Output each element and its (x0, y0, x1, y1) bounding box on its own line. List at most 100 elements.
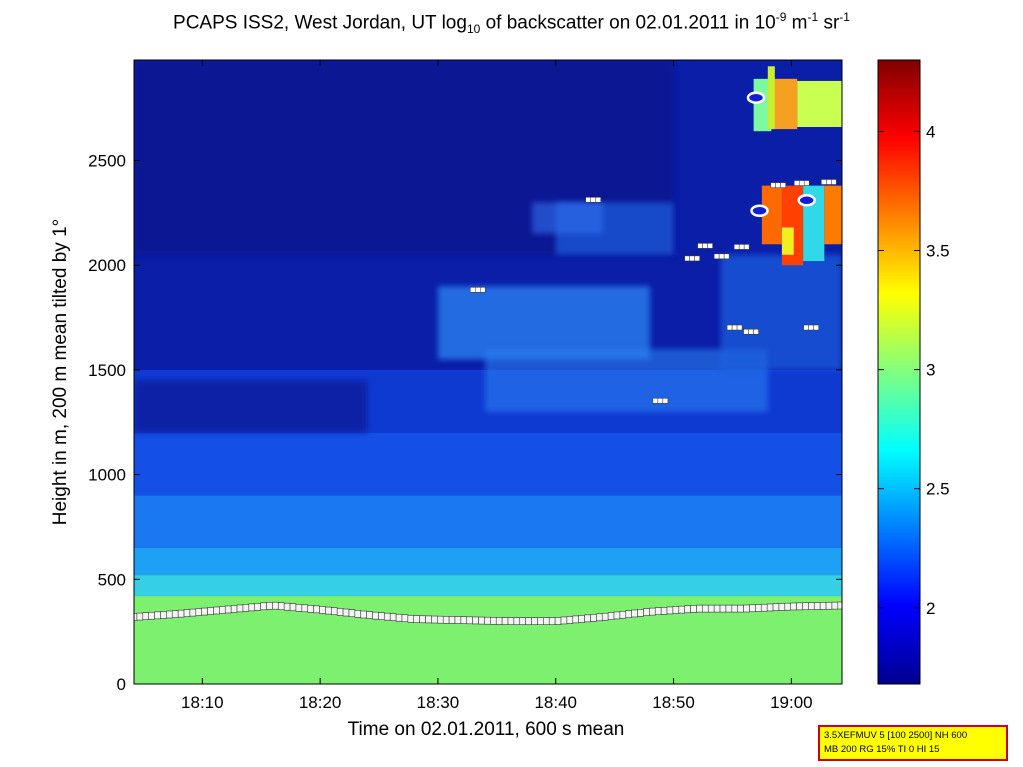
x-tick-label: 19:00 (770, 693, 813, 712)
mixing-layer-marker (725, 604, 733, 613)
mixing-layer-marker (654, 607, 662, 616)
mixing-layer-marker (401, 614, 409, 623)
mixing-layer-marker (772, 603, 780, 612)
mixing-layer-marker (584, 614, 591, 623)
cloud-base-marker (753, 328, 759, 335)
mixing-layer-marker (242, 604, 250, 612)
cloud-base-marker (743, 328, 749, 335)
mixing-layer-marker (319, 606, 326, 614)
settings-info-box: 3.5XEFMUV 5 [100 2500] NH 600 MB 200 RG … (818, 725, 1008, 761)
cloud-detection-ring (797, 194, 816, 207)
x-tick-label: 18:10 (181, 693, 224, 712)
mixing-layer-marker (808, 602, 815, 610)
mixing-layer-marker (625, 610, 633, 618)
mixing-layer-marker (336, 608, 344, 616)
cloud-base-marker (718, 253, 725, 260)
mixing-layer-marker (760, 603, 768, 612)
mixing-layer-marker (219, 606, 226, 614)
mixing-layer-marker (454, 616, 462, 624)
heatmap-dark-region (134, 380, 368, 433)
mixing-layer-marker (254, 603, 261, 611)
y-axis: 0 500 1000 1500 2000 2500 (88, 152, 842, 694)
mixing-layer-marker (713, 604, 721, 613)
x-tick-label: 18:50 (652, 693, 695, 712)
mixing-layer-marker (631, 609, 638, 618)
mixing-layer-marker (796, 602, 803, 611)
mixing-layer-marker (566, 616, 574, 624)
colorbar (877, 59, 921, 685)
plot-area (134, 60, 842, 684)
mixing-layer-marker (790, 602, 798, 611)
cloud-base-marker (723, 253, 730, 260)
mixing-layer-marker (313, 605, 320, 614)
mixing-layer-marker (266, 601, 273, 610)
mixing-layer-marker (690, 605, 697, 613)
mixing-layer-marker (177, 609, 185, 618)
mixing-layer-marker (743, 604, 750, 613)
cloud-base-marker (821, 179, 827, 185)
cloud-cell (771, 78, 798, 130)
mixing-layer-marker (501, 617, 509, 625)
cloud-base-marker (713, 253, 720, 260)
mixing-layer-marker (436, 615, 444, 624)
heatmap-plume (437, 286, 650, 360)
colorbar-tick-label: 3 (926, 361, 935, 380)
mixing-layer-marker (466, 616, 474, 625)
mixing-layer-marker (171, 610, 179, 618)
cloud-base-marker (826, 179, 832, 185)
mixing-layer-marker (419, 615, 426, 624)
mixing-layer-marker (425, 615, 432, 624)
mixing-layer-marker (201, 607, 208, 616)
mixing-layer-marker (649, 607, 656, 616)
cloud-cell (781, 227, 794, 255)
cloud-base-marker (770, 182, 776, 188)
y-tick-label: 500 (98, 570, 126, 589)
mixing-layer-marker (607, 612, 615, 620)
cloud-base-marker (803, 324, 809, 331)
mixing-layer-marker (755, 604, 762, 612)
cloud-base-marker (702, 243, 708, 249)
mixing-layer-marker (372, 611, 379, 620)
mixing-layer-marker (684, 605, 691, 614)
cloud-base-marker (798, 180, 805, 186)
mixing-layer-marker (678, 605, 686, 614)
mixing-layer-marker (660, 607, 668, 615)
cloud-base-marker (480, 287, 486, 293)
cloud-cell (761, 185, 782, 245)
heatmap-band (134, 547, 842, 576)
cloud-base-marker (652, 398, 659, 404)
mixing-layer-marker (472, 616, 479, 625)
cloud-base-marker (731, 324, 738, 331)
mixing-layer-marker (154, 611, 161, 620)
mixing-layer-marker (360, 610, 368, 619)
cloud-base-marker (813, 324, 819, 331)
mixing-layer-marker (837, 601, 842, 610)
mixing-layer-marker (136, 612, 144, 621)
mixing-layer-marker (289, 603, 297, 612)
info-line-2: MB 200 RG 15% TI 0 HI 15 (824, 744, 940, 755)
chart-title: PCAPS ISS2, West Jordan, UT log10 of bac… (173, 10, 850, 37)
mixing-layer-marker (825, 601, 833, 610)
y-tick-label: 2500 (88, 152, 126, 171)
mixing-layer-marker (407, 614, 415, 623)
cloud-cell (824, 185, 842, 245)
mixing-layer-marker (383, 612, 391, 621)
mixing-layer-marker (813, 602, 821, 610)
mixing-layer-marker (183, 609, 191, 617)
cloud-detection-ring (746, 91, 766, 104)
mixing-layer-marker (431, 615, 438, 624)
cloud-base-marker (590, 197, 596, 203)
mixing-layer-marker (195, 608, 203, 616)
cloud-base-marker (707, 243, 713, 249)
mixing-layer-marker (802, 602, 809, 611)
y-tick-label: 1500 (88, 361, 126, 380)
colorbar-tick-label: 2.5 (926, 480, 950, 499)
cloud-base-marker (733, 244, 740, 250)
mixing-layer-marker (507, 617, 515, 625)
mixing-layer-marker (525, 617, 532, 625)
mixing-layer-marker (260, 602, 267, 611)
heatmap-plume (720, 254, 842, 370)
mixing-layer-marker (731, 604, 739, 613)
mixing-layer-marker (413, 615, 421, 623)
